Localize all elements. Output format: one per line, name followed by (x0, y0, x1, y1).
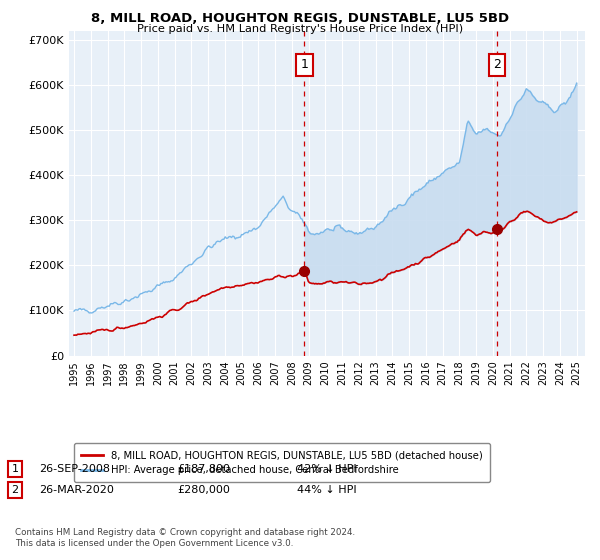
Text: £187,800: £187,800 (177, 464, 230, 474)
Legend: 8, MILL ROAD, HOUGHTON REGIS, DUNSTABLE, LU5 5BD (detached house), HPI: Average : 8, MILL ROAD, HOUGHTON REGIS, DUNSTABLE,… (74, 444, 490, 482)
Text: 26-MAR-2020: 26-MAR-2020 (39, 485, 114, 495)
Text: 1: 1 (301, 58, 308, 72)
Text: £280,000: £280,000 (177, 485, 230, 495)
Text: 26-SEP-2008: 26-SEP-2008 (39, 464, 110, 474)
Text: 1: 1 (11, 464, 19, 474)
Text: 44% ↓ HPI: 44% ↓ HPI (297, 485, 356, 495)
Text: 2: 2 (11, 485, 19, 495)
Text: Price paid vs. HM Land Registry's House Price Index (HPI): Price paid vs. HM Land Registry's House … (137, 24, 463, 34)
Text: 8, MILL ROAD, HOUGHTON REGIS, DUNSTABLE, LU5 5BD: 8, MILL ROAD, HOUGHTON REGIS, DUNSTABLE,… (91, 12, 509, 25)
Text: 42% ↓ HPI: 42% ↓ HPI (297, 464, 356, 474)
Text: 2: 2 (493, 58, 501, 72)
Text: Contains HM Land Registry data © Crown copyright and database right 2024.
This d: Contains HM Land Registry data © Crown c… (15, 528, 355, 548)
